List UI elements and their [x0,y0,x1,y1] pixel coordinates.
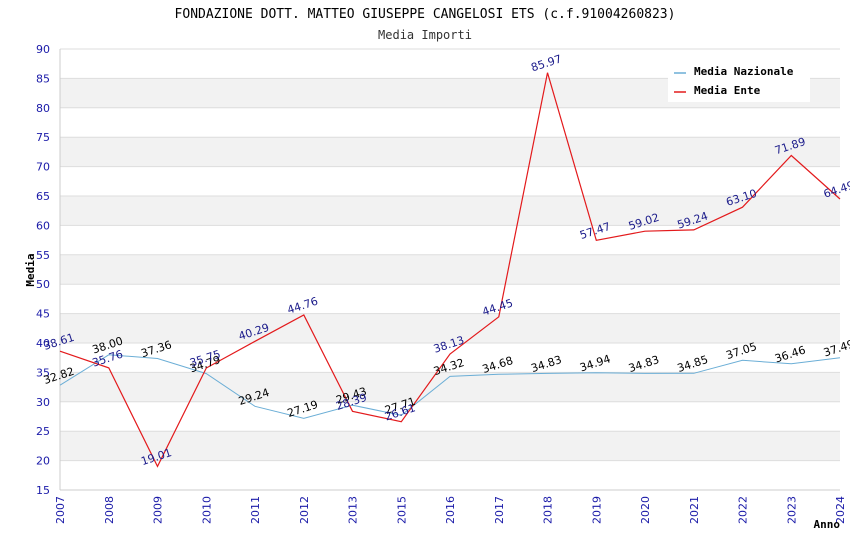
x-tick-label: 2013 [347,496,360,524]
y-tick-label: 40 [36,337,50,350]
legend-item-media-nazionale: Media Nazionale [694,65,794,78]
x-tick-label: 2019 [590,496,603,524]
x-tick-label: 2009 [152,496,165,524]
x-tick-label: 2018 [542,496,555,524]
y-tick-label: 30 [36,396,50,409]
y-tick-label: 75 [36,131,50,144]
legend: Media Nazionale Media Ente [668,60,810,102]
x-tick-label: 2012 [298,496,311,524]
x-tick-label: 2016 [444,496,457,524]
grid-band [60,372,840,402]
x-tick-label: 2023 [785,496,798,524]
legend-item-media-ente: Media Ente [694,84,761,97]
series-lines [59,72,841,468]
y-tick-label: 15 [36,484,50,497]
y-tick-label: 60 [36,219,50,232]
y-tick-label: 65 [36,190,50,203]
chart-subtitle: Media Importi [378,28,472,42]
y-axis-label: Media [24,253,37,286]
x-axis-ticks: 2007 2008 2009 2010 2011 2012 2013 2015 2016 2017… [54,496,847,524]
grid-band [60,254,840,285]
y-tick-label: 35 [36,366,50,379]
grid-band [60,313,840,343]
y-tick-label: 45 [36,308,50,321]
y-tick-label: 70 [36,161,50,174]
grid-band [60,196,840,226]
y-tick-label: 80 [36,102,50,115]
y-tick-label: 55 [36,249,50,262]
legend-box [668,60,810,102]
x-tick-label: 2021 [688,496,701,524]
y-tick-label: 50 [36,278,50,291]
x-tick-label: 2015 [395,496,408,524]
x-tick-label: 2017 [493,496,506,524]
y-tick-label: 90 [36,43,50,56]
grid-bands [60,78,840,461]
y-tick-label: 25 [36,425,50,438]
series-line-media-ente [59,72,841,468]
grid-band [60,137,840,167]
x-axis-label: Anno [814,518,841,531]
x-tick-label: 2007 [54,496,67,524]
x-tick-label: 2010 [200,496,213,524]
y-tick-label: 20 [36,455,50,468]
x-tick-label: 2024 [834,496,847,524]
y-axis-ticks: 15 20 25 30 35 40 45 50 55 60 65 70 75 80 85 90 [36,43,50,497]
x-tick-label: 2020 [639,496,652,524]
x-tick-label: 2022 [737,496,750,524]
grid-band [60,431,840,461]
x-tick-label: 2008 [103,496,116,524]
chart-title: FONDAZIONE DOTT. MATTEO GIUSEPPE CANGELO… [175,7,676,22]
axes [59,49,840,491]
series-line-media-nazionale [59,354,841,419]
x-tick-label: 2011 [249,496,262,524]
y-tick-label: 85 [36,72,50,85]
